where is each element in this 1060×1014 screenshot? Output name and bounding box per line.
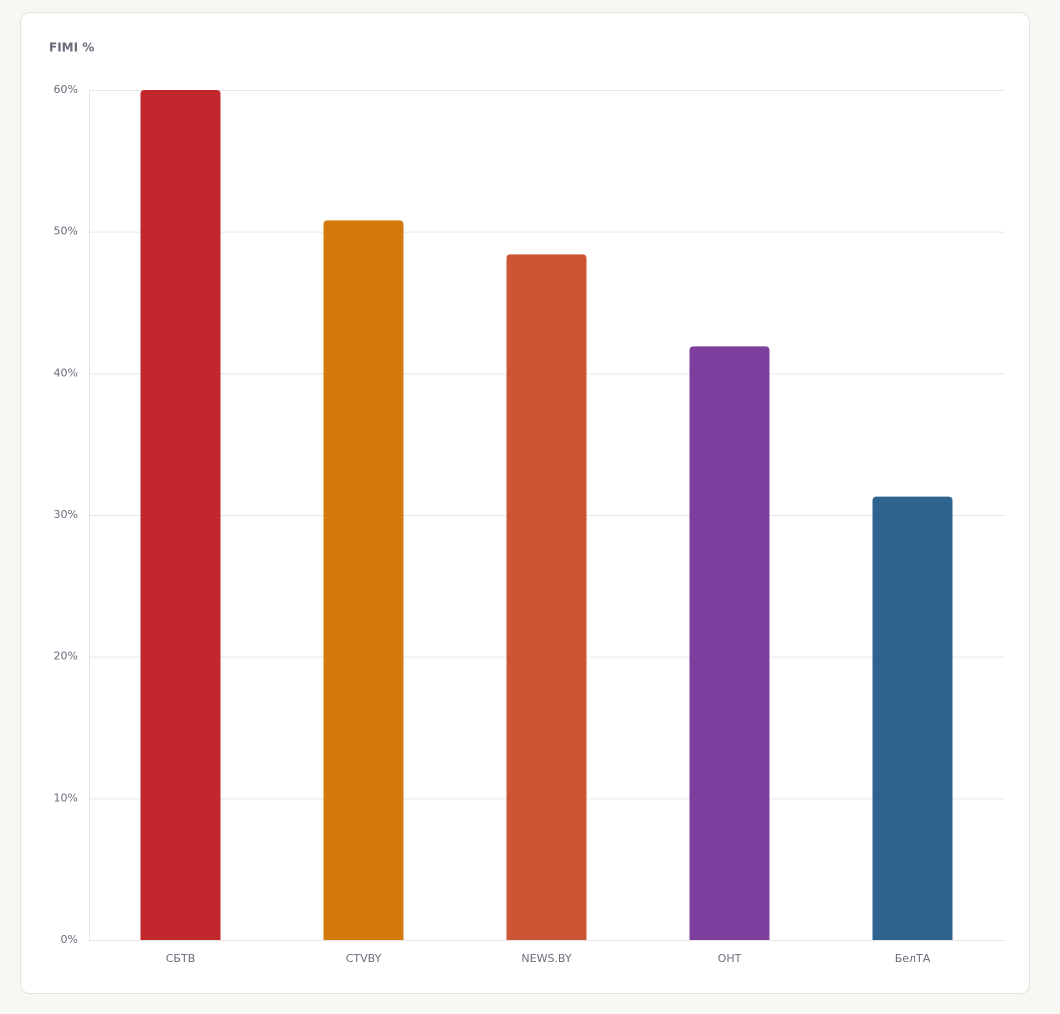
x-tick-label: СБТВ bbox=[166, 952, 196, 965]
x-tick-label: ОНТ bbox=[718, 952, 742, 965]
x-tick-label: БелТА bbox=[895, 952, 931, 965]
y-tick-label: 40% bbox=[54, 366, 78, 379]
y-tick-label: 10% bbox=[54, 791, 78, 804]
y-tick-label: 20% bbox=[54, 650, 78, 663]
bar bbox=[323, 220, 404, 941]
y-tick-label: 0% bbox=[61, 933, 78, 946]
bar bbox=[506, 254, 587, 941]
chart-title: FIMI % bbox=[49, 41, 94, 55]
y-tick-label: 30% bbox=[54, 508, 78, 521]
bar bbox=[689, 346, 770, 941]
bar bbox=[872, 496, 953, 940]
y-tick-label: 50% bbox=[54, 225, 78, 238]
x-tick-label: NEWS.BY bbox=[521, 952, 571, 965]
y-tick-label: 60% bbox=[54, 83, 78, 96]
x-tick-label: CTVBY bbox=[346, 952, 382, 965]
bar bbox=[140, 90, 221, 940]
